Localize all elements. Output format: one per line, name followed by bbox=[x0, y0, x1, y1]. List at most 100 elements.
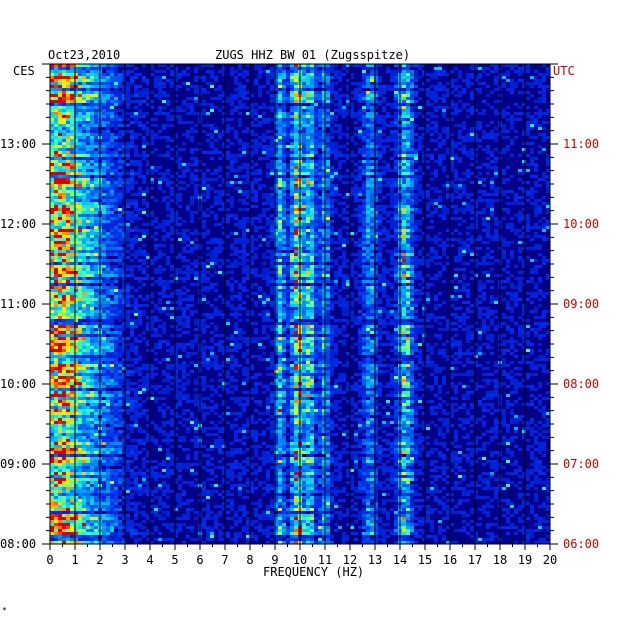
heatmap-cell bbox=[470, 163, 474, 166]
heatmap-cell bbox=[510, 64, 514, 67]
heatmap-cell bbox=[418, 187, 422, 190]
heatmap-cell bbox=[278, 223, 282, 226]
heatmap-cell bbox=[182, 220, 186, 223]
heatmap-cell bbox=[486, 145, 490, 148]
heatmap-cell bbox=[418, 64, 422, 67]
heatmap-cell bbox=[234, 136, 238, 139]
heatmap-cell bbox=[102, 187, 106, 190]
heatmap-cell bbox=[282, 106, 286, 109]
heatmap-cell bbox=[402, 67, 406, 70]
heatmap-cell bbox=[318, 217, 322, 220]
heatmap-cell bbox=[258, 115, 262, 118]
heatmap-cell bbox=[62, 148, 66, 151]
heatmap-cell bbox=[254, 172, 258, 175]
heatmap-cell bbox=[358, 136, 362, 139]
heatmap-cell bbox=[142, 253, 146, 256]
heatmap-cell bbox=[338, 112, 342, 115]
heatmap-cell bbox=[226, 97, 230, 100]
heatmap-cell bbox=[394, 85, 398, 88]
heatmap-cell bbox=[522, 241, 526, 244]
heatmap-cell bbox=[78, 229, 82, 232]
heatmap-cell bbox=[302, 217, 306, 220]
heatmap-cell bbox=[266, 82, 270, 85]
heatmap-cell bbox=[334, 64, 338, 67]
heatmap-cell bbox=[470, 133, 474, 136]
heatmap-cell bbox=[50, 112, 54, 115]
heatmap-cell bbox=[458, 178, 462, 181]
heatmap-cell bbox=[310, 247, 314, 250]
heatmap-cell bbox=[530, 151, 534, 154]
heatmap-cell bbox=[134, 133, 138, 136]
heatmap-cell bbox=[90, 130, 94, 133]
heatmap-cell bbox=[370, 145, 374, 148]
heatmap-cell bbox=[242, 70, 246, 73]
heatmap-cell bbox=[86, 190, 90, 193]
heatmap-cell bbox=[206, 196, 210, 199]
heatmap-cell bbox=[142, 229, 146, 232]
heatmap-cell bbox=[386, 166, 390, 169]
heatmap-cell bbox=[438, 190, 442, 193]
heatmap-cell bbox=[194, 175, 198, 178]
heatmap-cell bbox=[386, 184, 390, 187]
heatmap-cell bbox=[110, 157, 114, 160]
heatmap-cell bbox=[310, 157, 314, 160]
heatmap-cell bbox=[134, 115, 138, 118]
heatmap-cell bbox=[350, 253, 354, 256]
heatmap-cell bbox=[546, 238, 550, 241]
heatmap-cell bbox=[314, 133, 318, 136]
heatmap-cell bbox=[406, 190, 410, 193]
heatmap-cell bbox=[278, 151, 282, 154]
heatmap-cell bbox=[90, 67, 94, 70]
heatmap-cell bbox=[150, 169, 154, 172]
heatmap-cell bbox=[350, 91, 354, 94]
heatmap-cell bbox=[90, 157, 94, 160]
heatmap-cell bbox=[302, 79, 306, 82]
heatmap-cell bbox=[322, 211, 326, 214]
heatmap-cell bbox=[146, 214, 150, 217]
heatmap-cell bbox=[486, 136, 490, 139]
heatmap-cell bbox=[90, 172, 94, 175]
heatmap-cell bbox=[434, 76, 438, 79]
heatmap-cell bbox=[462, 190, 466, 193]
heatmap-cell bbox=[154, 82, 158, 85]
heatmap-cell bbox=[402, 226, 406, 229]
heatmap-cell bbox=[306, 88, 310, 91]
heatmap-cell bbox=[378, 199, 382, 202]
heatmap-cell bbox=[130, 133, 134, 136]
heatmap-cell bbox=[290, 85, 294, 88]
heatmap-cell bbox=[342, 253, 346, 256]
heatmap-cell bbox=[374, 121, 378, 124]
heatmap-cell bbox=[538, 244, 542, 247]
heatmap-cell bbox=[474, 136, 478, 139]
heatmap-cell bbox=[126, 97, 130, 100]
heatmap-cell bbox=[374, 160, 378, 163]
heatmap-cell bbox=[294, 97, 298, 100]
heatmap-cell bbox=[290, 184, 294, 187]
heatmap-cell bbox=[74, 124, 78, 127]
heatmap-cell bbox=[54, 70, 58, 73]
heatmap-cell bbox=[362, 163, 366, 166]
heatmap-cell bbox=[370, 115, 374, 118]
heatmap-cell bbox=[306, 67, 310, 70]
heatmap-cell bbox=[394, 178, 398, 181]
heatmap-cell bbox=[378, 115, 382, 118]
heatmap-cell bbox=[130, 193, 134, 196]
heatmap-cell bbox=[318, 241, 322, 244]
heatmap-cell bbox=[94, 232, 98, 235]
heatmap-cell bbox=[134, 151, 138, 154]
heatmap-cell bbox=[542, 202, 546, 205]
heatmap-cell bbox=[58, 193, 62, 196]
heatmap-cell bbox=[78, 76, 82, 79]
heatmap-cell bbox=[502, 241, 506, 244]
heatmap-cell bbox=[130, 217, 134, 220]
heatmap-cell bbox=[454, 187, 458, 190]
heatmap-cell bbox=[330, 115, 334, 118]
heatmap-cell bbox=[470, 73, 474, 76]
heatmap-cell bbox=[494, 100, 498, 103]
heatmap-cell bbox=[386, 163, 390, 166]
heatmap-cell bbox=[278, 199, 282, 202]
heatmap-cell bbox=[202, 88, 206, 91]
heatmap-cell bbox=[210, 85, 214, 88]
heatmap-cell bbox=[458, 238, 462, 241]
heatmap-cell bbox=[378, 181, 382, 184]
